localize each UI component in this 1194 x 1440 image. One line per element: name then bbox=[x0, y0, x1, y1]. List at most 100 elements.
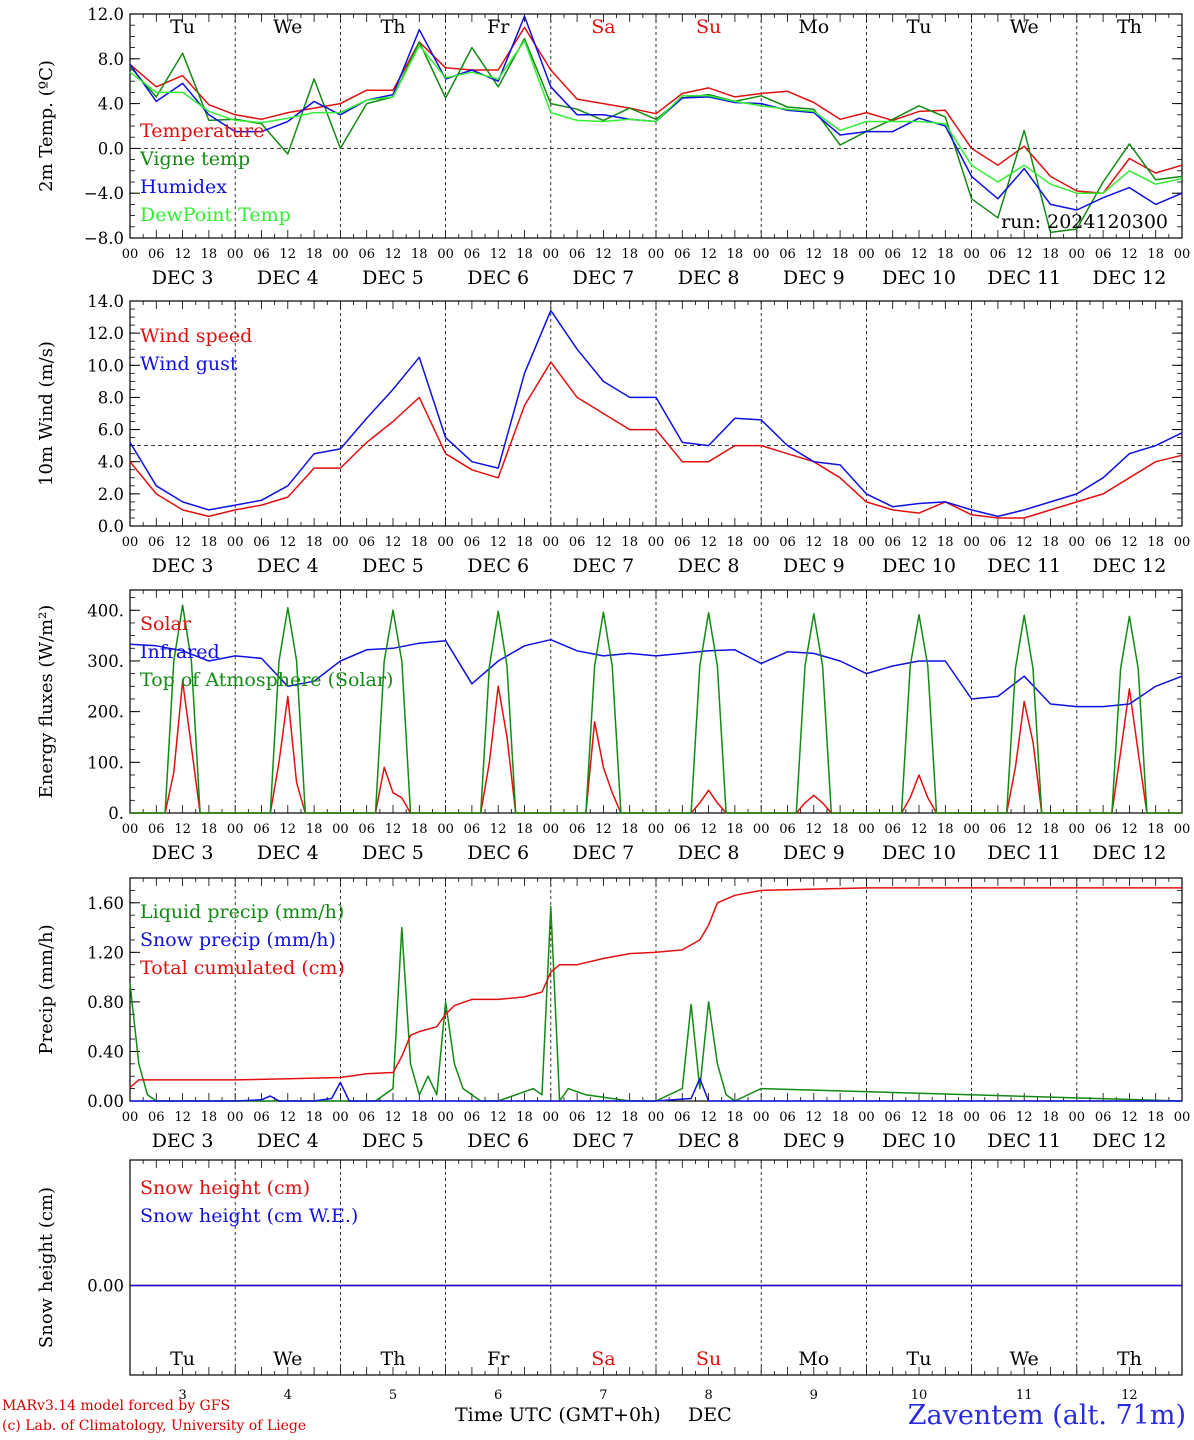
hour-label: 12 bbox=[490, 247, 507, 262]
hour-label: 18 bbox=[201, 1110, 218, 1125]
series-snow-precip-mm-h bbox=[130, 1077, 1182, 1102]
hour-label: 06 bbox=[1095, 247, 1112, 262]
day-number: 6 bbox=[494, 1388, 502, 1403]
hour-label: 12 bbox=[280, 822, 297, 837]
hour-label: 18 bbox=[306, 247, 323, 262]
date-label: DEC 3 bbox=[152, 1130, 214, 1152]
date-label: DEC 6 bbox=[467, 555, 529, 577]
date-label: DEC 6 bbox=[467, 267, 529, 289]
hour-label: 12 bbox=[911, 247, 928, 262]
hour-label: 12 bbox=[174, 535, 191, 550]
date-label: DEC 6 bbox=[467, 842, 529, 864]
hour-label: 12 bbox=[385, 1110, 402, 1125]
hour-label: 18 bbox=[306, 1110, 323, 1125]
hour-label: 18 bbox=[937, 247, 954, 262]
y-tick-label: 0.80 bbox=[87, 993, 124, 1012]
hour-label: 06 bbox=[779, 535, 796, 550]
weekday-label: We bbox=[1010, 16, 1039, 38]
hour-label: 06 bbox=[253, 822, 270, 837]
y-tick-label: 12.0 bbox=[87, 5, 124, 24]
day-number: 10 bbox=[911, 1388, 928, 1403]
hour-label: 18 bbox=[937, 1110, 954, 1125]
weekday-label: Tu bbox=[170, 16, 195, 38]
hour-label: 18 bbox=[832, 1110, 849, 1125]
series-top-of-atmosphere-solar bbox=[130, 604, 1182, 814]
hour-label: 12 bbox=[1016, 1110, 1033, 1125]
date-label: DEC 9 bbox=[783, 555, 845, 577]
hour-label: 12 bbox=[595, 1110, 612, 1125]
date-label: DEC 10 bbox=[882, 1130, 956, 1152]
hour-label: 18 bbox=[411, 822, 428, 837]
hour-label: 06 bbox=[674, 1110, 691, 1125]
y-axis-title: Energy fluxes (W/m²) bbox=[36, 605, 57, 799]
hour-label: 18 bbox=[1147, 247, 1164, 262]
hour-label: 18 bbox=[727, 535, 744, 550]
hour-label: 18 bbox=[727, 247, 744, 262]
day-number: 4 bbox=[284, 1388, 292, 1403]
weekday-label: Th bbox=[1117, 1348, 1142, 1370]
day-number: 7 bbox=[599, 1388, 607, 1403]
legend-snow-precip-mm-h: Snow precip (mm/h) bbox=[140, 929, 336, 951]
hour-label: 12 bbox=[280, 1110, 297, 1125]
day-number: 11 bbox=[1016, 1388, 1033, 1403]
y-tick-label: 0.00 bbox=[87, 1277, 124, 1296]
date-label: DEC 8 bbox=[678, 1130, 740, 1152]
hour-label: 06 bbox=[884, 1110, 901, 1125]
y-axis-title: 2m Temp. (ºC) bbox=[36, 60, 57, 192]
hour-label: 06 bbox=[569, 822, 586, 837]
hour-label: 06 bbox=[884, 535, 901, 550]
weekday-label: Su bbox=[696, 16, 721, 38]
hour-label: 00 bbox=[963, 247, 980, 262]
hour-label: 06 bbox=[358, 247, 375, 262]
hour-label: 12 bbox=[385, 535, 402, 550]
hour-label: 12 bbox=[911, 1110, 928, 1125]
weekday-label: Tu bbox=[907, 1348, 932, 1370]
hour-label: 00 bbox=[963, 1110, 980, 1125]
y-axis-title: 10m Wind (m/s) bbox=[36, 341, 57, 486]
hour-label: 18 bbox=[621, 535, 638, 550]
hour-label: 12 bbox=[806, 822, 823, 837]
hour-label: 18 bbox=[832, 822, 849, 837]
month-label: DEC bbox=[688, 1404, 732, 1426]
y-axis-title: Precip (mm/h) bbox=[36, 924, 57, 1054]
series-wind-gust bbox=[129, 309, 1183, 518]
hour-label: 12 bbox=[1016, 535, 1033, 550]
legend-top-of-atmosphere-solar: Top of Atmosphere (Solar) bbox=[140, 669, 393, 691]
hour-label: 00 bbox=[1174, 822, 1191, 837]
hour-label: 12 bbox=[280, 535, 297, 550]
date-label: DEC 7 bbox=[573, 267, 635, 289]
hour-label: 06 bbox=[358, 1110, 375, 1125]
hour-label: 18 bbox=[411, 1110, 428, 1125]
weekday-label: Fr bbox=[487, 16, 510, 38]
date-label: DEC 9 bbox=[783, 267, 845, 289]
legend-liquid-precip-mm-h: Liquid precip (mm/h) bbox=[140, 901, 344, 923]
hour-label: 12 bbox=[1121, 247, 1138, 262]
date-label: DEC 8 bbox=[678, 267, 740, 289]
y-tick-label: 0.0 bbox=[98, 139, 124, 158]
hour-label: 12 bbox=[280, 247, 297, 262]
date-label: DEC 12 bbox=[1092, 267, 1166, 289]
hour-label: 00 bbox=[1174, 247, 1191, 262]
legend-total-cumulated-cm: Total cumulated (cm) bbox=[140, 957, 345, 979]
hour-label: 12 bbox=[490, 535, 507, 550]
hour-label: 00 bbox=[753, 247, 770, 262]
date-label: DEC 9 bbox=[783, 842, 845, 864]
hour-label: 18 bbox=[1147, 535, 1164, 550]
y-tick-label: 300. bbox=[87, 652, 124, 671]
hour-label: 00 bbox=[543, 822, 560, 837]
date-label: DEC 4 bbox=[257, 1130, 319, 1152]
model-credit: MARv3.14 model forced by GFS bbox=[2, 1398, 231, 1414]
day-number: 9 bbox=[810, 1388, 818, 1403]
date-label: DEC 5 bbox=[362, 1130, 424, 1152]
date-label: DEC 3 bbox=[152, 842, 214, 864]
hour-label: 00 bbox=[122, 822, 139, 837]
hour-label: 06 bbox=[148, 822, 165, 837]
hour-label: 06 bbox=[464, 247, 481, 262]
date-label: DEC 7 bbox=[573, 555, 635, 577]
hour-label: 06 bbox=[674, 247, 691, 262]
hour-label: 00 bbox=[1174, 1110, 1191, 1125]
hour-label: 00 bbox=[753, 822, 770, 837]
hour-label: 00 bbox=[858, 822, 875, 837]
hour-label: 18 bbox=[1147, 1110, 1164, 1125]
date-label: DEC 11 bbox=[987, 842, 1061, 864]
